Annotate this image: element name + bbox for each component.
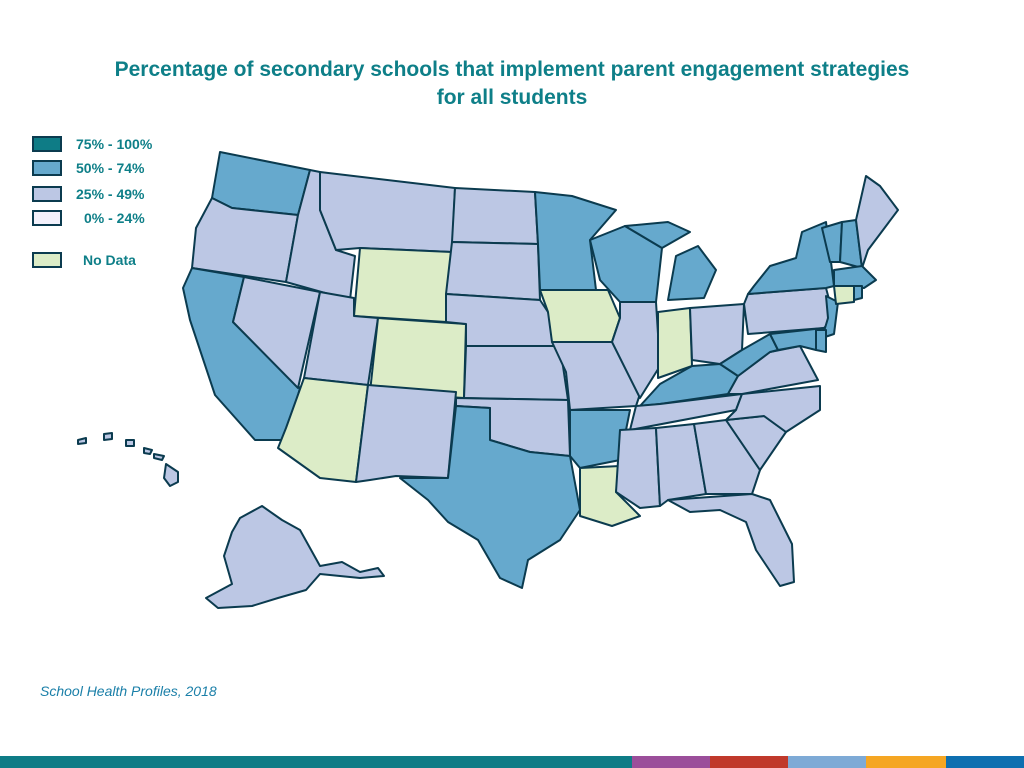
legend-swatch-25-49 (32, 186, 62, 202)
map-title: Percentage of secondary schools that imp… (0, 56, 1024, 112)
state-NM (355, 384, 457, 483)
bottom-color-bar (0, 756, 1024, 768)
state-PA (743, 287, 835, 335)
state-FL (667, 493, 795, 587)
state-AL (655, 423, 707, 507)
state-AR (569, 409, 631, 469)
legend-label-no-data: No Data (83, 252, 136, 268)
legend-label-75-100: 75% - 100% (76, 136, 153, 152)
source-note: School Health Profiles, 2018 (40, 683, 217, 699)
state-MS (615, 427, 661, 509)
bottom-bar-segment-6 (946, 756, 1024, 768)
legend-swatch-75-100 (32, 136, 62, 152)
state-IA (539, 289, 621, 343)
state-KS (463, 345, 569, 401)
legend-label-0-24: 0% - 24% (84, 210, 145, 226)
state-ND (451, 187, 539, 245)
state-MI (667, 245, 717, 301)
state-MD (769, 327, 825, 351)
bottom-bar-segment-5 (866, 756, 946, 768)
state-NC (725, 385, 821, 433)
state-CT (833, 285, 855, 305)
state-SD (445, 241, 541, 301)
state-IL (611, 301, 661, 399)
state-HI-3 (125, 439, 135, 447)
state-MI-upper (624, 221, 691, 249)
bottom-bar-segment-4 (788, 756, 866, 768)
legend-swatch-no-data (32, 252, 62, 268)
state-HI-5 (153, 453, 165, 461)
legend-label-50-74: 50% - 74% (76, 160, 145, 176)
legend-swatch-0-24 (32, 210, 62, 226)
state-MT (319, 171, 456, 253)
state-MA (833, 265, 877, 289)
state-AK (205, 505, 385, 609)
state-WY (353, 247, 453, 323)
state-TX (399, 405, 581, 589)
state-ME (855, 175, 899, 269)
legend-label-25-49: 25% - 49% (76, 186, 145, 202)
state-GA (693, 419, 761, 495)
bottom-bar-segment-2 (632, 756, 710, 768)
state-IN (657, 307, 693, 379)
state-HI-1 (77, 437, 87, 445)
state-HI-4 (143, 447, 153, 455)
state-RI (853, 285, 863, 301)
legend-swatch-50-74 (32, 160, 62, 176)
map-title-line1: Percentage of secondary schools that imp… (114, 58, 910, 81)
state-DE (815, 329, 827, 353)
state-NY (747, 221, 835, 295)
state-NV (232, 276, 321, 389)
bottom-bar-segment-1 (0, 756, 632, 768)
state-MN (534, 191, 617, 291)
map-title-line2: for all students (436, 86, 588, 109)
state-HI-2 (103, 432, 113, 441)
bottom-bar-segment-3 (710, 756, 788, 768)
state-HI-6 (163, 463, 179, 487)
